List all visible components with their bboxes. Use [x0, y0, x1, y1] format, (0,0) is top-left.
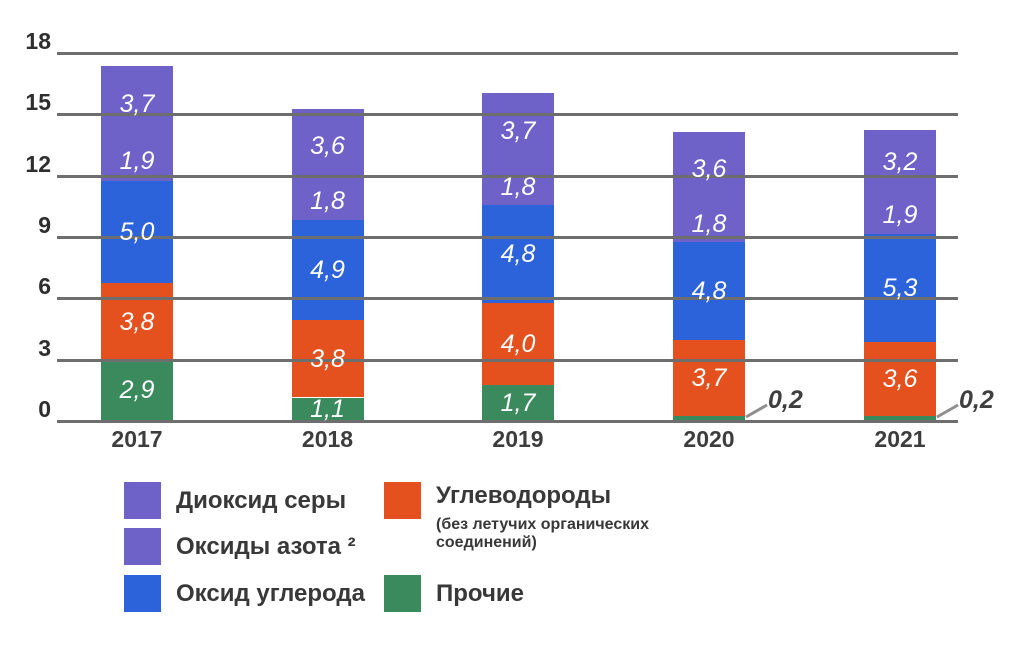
gridline: [57, 297, 958, 301]
gridline: [57, 113, 958, 117]
bar-value-label: 1,7: [500, 388, 536, 417]
bar-segment: [673, 205, 745, 243]
legend-label: Оксид углерода: [176, 575, 365, 612]
legend-label-text: Оксиды азота ²: [176, 533, 356, 560]
bar-segment: [673, 131, 745, 206]
bar-value-label: 3,6: [310, 132, 345, 161]
callout-line: [936, 403, 959, 419]
y-axis-tick-label: 18: [25, 28, 51, 54]
bar-segment: [673, 242, 745, 341]
legend-label-text: Диоксид серы: [176, 487, 347, 514]
x-axis-category-label: 2018: [301, 426, 354, 452]
bar-segment: [864, 342, 936, 416]
legend-swatch: [124, 482, 161, 519]
y-axis-tick-label: 9: [38, 212, 51, 238]
bar-segment: [482, 385, 554, 420]
bar-value-label: 3,7: [119, 90, 155, 119]
bar-value-label: 4,8: [500, 240, 536, 269]
plot-area: 0 3 6 9 12 15 18 2,9 3,8 5,0 1,9 3,7 2017 1,1 3,8 4,9 1,…: [25, 28, 994, 452]
legend-sublabel-text: (без летучих органических соединений): [436, 516, 649, 551]
bar-value-label: 1,9: [882, 200, 918, 229]
bar-value-label: 3,8: [119, 307, 155, 336]
legend-label: Прочие: [436, 575, 524, 612]
gridline: [57, 174, 958, 178]
gridline: [57, 358, 958, 362]
callout-value-label: 0,2: [959, 386, 994, 414]
bar-value-label: 1,8: [310, 187, 345, 216]
legend-label-text: Прочие: [436, 580, 525, 607]
bar-segment: [291, 109, 364, 183]
legend-label: Диоксид серы: [176, 482, 346, 519]
legend-swatch: [124, 575, 161, 612]
bar-value-label: 3,7: [500, 116, 536, 145]
legend-label: Углеводороды (без летучих органических со…: [436, 482, 686, 552]
bar-value-label: 5,3: [882, 274, 918, 303]
callout-value-label: 0,2: [768, 386, 803, 414]
bar-value-label: 4,8: [691, 277, 727, 306]
bar-segment: [864, 195, 936, 234]
bar-segment: [101, 180, 173, 284]
legend-label-text: Оксид углерода: [176, 580, 365, 607]
x-axis-category-label: 2020: [683, 426, 735, 452]
y-axis-tick-label: 0: [38, 396, 51, 422]
legend-swatch: [384, 575, 421, 612]
y-axis-tick-label: 6: [38, 273, 51, 300]
bar-value-label: 1,8: [500, 172, 536, 201]
bar-segment: [482, 92, 554, 169]
legend: Диоксид серы Оксиды азота ² Оксид углерода…: [0, 460, 1024, 667]
bar-value-label: 5,0: [119, 217, 155, 246]
y-axis-tick-label: 15: [25, 89, 51, 116]
bar-segment: [101, 66, 173, 142]
bar-value-label: 2,9: [119, 376, 155, 405]
y-axis-tick-label: 3: [38, 334, 51, 361]
gridline: [57, 236, 958, 239]
x-axis-category-label: 2021: [874, 426, 926, 452]
bar-segment: [673, 415, 745, 420]
bar-value-label: 4,9: [310, 255, 345, 284]
x-axis-category-label: 2019: [492, 426, 544, 452]
gridline: [57, 420, 958, 423]
gridline: [57, 52, 958, 55]
bar-segment: [482, 303, 554, 386]
bar-value-label: 1,8: [691, 209, 727, 238]
bar-segment: [291, 319, 364, 398]
bar-segment: [864, 415, 936, 420]
bar-value-label: 3,6: [691, 154, 727, 183]
bar-segment: [673, 340, 745, 416]
callout-overlay: [745, 403, 959, 419]
legend-label: Оксиды азота ²: [176, 528, 356, 565]
legend-swatch: [124, 528, 161, 565]
bar-segment: [101, 360, 173, 420]
bar-segment: [864, 129, 936, 196]
bar-segment: [291, 182, 364, 220]
bar-value-label: 3,2: [882, 148, 918, 177]
y-axis-tick-label: 12: [25, 150, 51, 177]
x-axis-category-label: 2017: [111, 426, 163, 452]
bar-segment: [291, 397, 364, 420]
bar-value-label: 3,7: [691, 364, 727, 393]
bar-value-label: 1,1: [310, 394, 345, 423]
bar-value-label: 1,9: [119, 147, 155, 176]
bar-value-label: 4,0: [500, 330, 536, 359]
bar-segment: [101, 141, 173, 181]
bar-segment: [101, 283, 173, 361]
legend-label-text: Углеводороды: [436, 482, 612, 509]
callout-line: [745, 403, 768, 419]
bar-segment: [864, 233, 936, 343]
bar-value-label: 3,8: [310, 344, 345, 373]
bar-segment: [482, 168, 554, 206]
bar-value-label: 3,6: [882, 365, 918, 394]
bar-segment: [482, 205, 554, 304]
legend-swatch: [384, 482, 421, 519]
